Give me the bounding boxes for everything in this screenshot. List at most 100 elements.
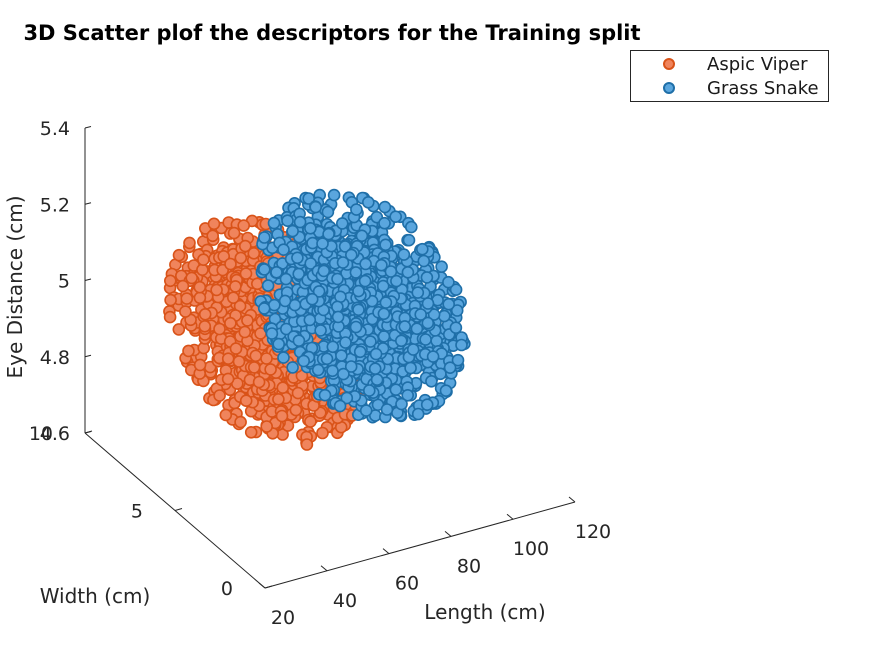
series-grass-snake	[254, 188, 471, 424]
data-point	[198, 319, 212, 333]
data-point	[172, 323, 186, 336]
data-point	[265, 327, 279, 340]
x-tick	[320, 565, 328, 572]
x-tick	[382, 548, 390, 554]
data-point	[163, 310, 177, 324]
x-tick	[506, 513, 514, 520]
data-point	[378, 200, 392, 214]
data-point	[415, 242, 429, 256]
data-point	[358, 274, 372, 288]
data-point	[370, 373, 384, 387]
data-point	[316, 426, 329, 440]
data-point	[375, 258, 388, 272]
data-point	[224, 316, 237, 330]
data-point	[339, 336, 352, 349]
x-tick-label: 120	[575, 521, 611, 543]
data-point	[411, 407, 425, 421]
data-point	[426, 350, 440, 363]
data-point	[239, 267, 253, 280]
data-point	[379, 296, 393, 309]
scatter-points	[163, 188, 471, 451]
data-point	[349, 266, 363, 279]
data-point	[417, 254, 431, 268]
legend: Aspic Viper Grass Snake	[630, 50, 829, 102]
data-point	[249, 349, 263, 363]
data-point	[224, 257, 237, 271]
data-point	[362, 384, 376, 397]
data-point	[349, 320, 363, 334]
z-tick	[84, 278, 92, 281]
data-point	[232, 355, 246, 368]
data-point	[352, 303, 365, 317]
data-point	[279, 322, 293, 336]
z-tick	[84, 126, 92, 129]
data-point	[451, 353, 465, 367]
data-point	[291, 251, 304, 265]
data-point	[196, 263, 209, 277]
data-point	[443, 361, 457, 375]
data-point	[389, 210, 403, 223]
data-point	[384, 265, 398, 278]
data-point	[213, 322, 226, 336]
data-point	[198, 307, 212, 321]
data-point	[322, 227, 335, 241]
legend-label: Grass Snake	[707, 78, 819, 99]
x-tick-label: 100	[513, 538, 549, 560]
data-point	[305, 292, 319, 306]
data-point	[304, 222, 317, 235]
data-point	[435, 260, 448, 274]
data-point	[164, 293, 177, 307]
data-point	[376, 279, 390, 293]
data-point	[206, 229, 219, 243]
data-point	[176, 279, 190, 293]
data-point	[449, 283, 463, 297]
data-point	[261, 279, 275, 292]
data-point	[221, 352, 235, 366]
data-point	[182, 344, 195, 358]
data-point	[368, 362, 382, 376]
data-point	[316, 237, 329, 250]
data-point	[300, 438, 314, 451]
legend-item-grass-snake[interactable]: Grass Snake	[631, 78, 828, 100]
data-point	[303, 313, 317, 327]
data-point	[401, 265, 415, 279]
data-point	[450, 304, 464, 317]
y-tick-label: 10	[29, 423, 53, 445]
data-point	[411, 286, 425, 299]
data-point	[275, 409, 289, 423]
data-point	[377, 307, 391, 321]
data-point	[304, 257, 318, 270]
data-point	[193, 291, 207, 305]
data-point	[312, 285, 326, 298]
data-point	[239, 239, 252, 253]
x-tick	[568, 496, 576, 503]
data-point	[410, 322, 424, 336]
x-tick	[258, 582, 266, 589]
legend-label: Aspic Viper	[707, 54, 808, 75]
z-tick-label: 4.6	[40, 423, 70, 445]
data-point	[293, 215, 307, 229]
data-point	[442, 275, 455, 289]
z-tick-label: 5.2	[40, 194, 70, 216]
data-point	[277, 351, 290, 364]
data-point	[427, 308, 441, 321]
data-point	[361, 196, 375, 209]
data-point	[318, 388, 332, 402]
data-point	[207, 217, 221, 231]
data-point	[455, 338, 468, 352]
data-point	[292, 334, 306, 348]
data-point	[272, 392, 285, 406]
data-point	[402, 233, 416, 247]
z-tick-label: 5	[58, 271, 70, 293]
data-point	[252, 375, 266, 389]
data-point	[359, 257, 372, 271]
data-point	[286, 361, 299, 374]
data-point	[364, 335, 377, 348]
legend-item-aspic-viper[interactable]: Aspic Viper	[631, 54, 828, 76]
data-point	[183, 236, 196, 250]
data-point	[390, 274, 403, 288]
data-point	[311, 363, 325, 377]
data-point	[395, 397, 408, 411]
y-tick-label: 5	[131, 501, 143, 523]
